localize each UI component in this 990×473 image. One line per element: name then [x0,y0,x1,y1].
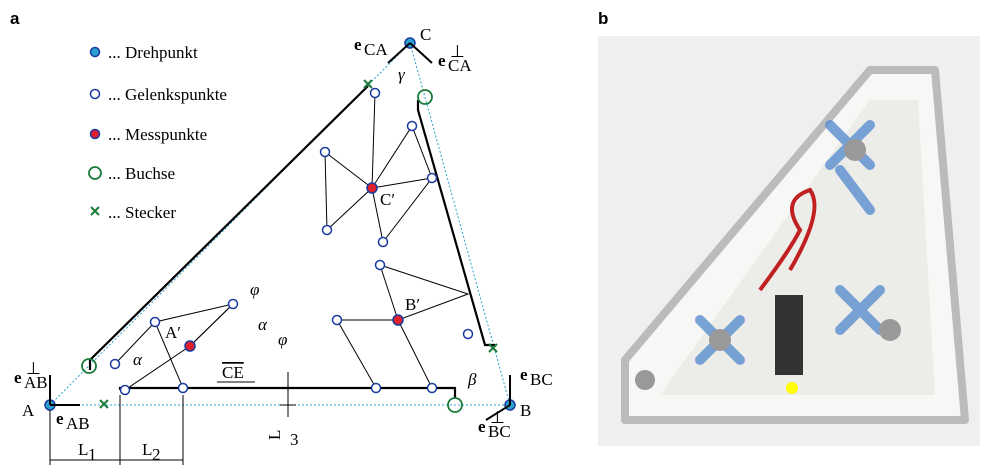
legend-label: ... Buchse [108,164,175,183]
angle-label: α [133,350,143,369]
point-label: B′ [405,295,420,314]
dimension-label-sub: 3 [290,430,299,449]
photo [598,36,980,446]
legend-label: ... Drehpunkt [108,43,198,62]
point-label: C [420,25,431,44]
legend-label: ... Stecker [108,203,176,222]
vector-label-sub: BC [530,370,553,389]
point-label: A [22,401,35,420]
dimension-label: L [78,440,88,459]
legend-marker [91,48,100,57]
legend-marker [89,167,101,179]
dimension-label-sub: 2 [152,445,161,464]
dimension-label: CE [222,363,244,382]
dimension-label-sub: 1 [88,445,97,464]
figure: a b (() => { const data = JSON.parse(doc… [0,0,990,468]
panel-label: a [10,9,20,28]
vector-label-sub: AB [66,414,90,433]
legend-label: ... Messpunkte [108,125,207,144]
point-label: C′ [380,190,395,209]
dimension-label: L [142,440,152,459]
angle-label: γ [398,65,406,84]
angle-label: φ [250,280,259,299]
point-label: B [520,401,531,420]
vector-label: e [56,409,64,428]
angle-label: α [258,315,268,334]
vector-label-sup: ⊥ [490,408,505,427]
angle-label: β [467,370,477,389]
vector-label: e [354,35,362,54]
vector-label-sup: ⊥ [450,42,465,61]
legend-marker [91,90,100,99]
legend-marker [91,130,100,139]
vector-label: e [478,417,486,436]
panel-label: b [598,9,608,28]
vector-label: e [14,368,22,387]
legend-label: ... Gelenkspunkte [108,85,227,104]
angle-label: φ [278,330,287,349]
legend-marker [91,207,99,215]
vector-label-sup: ⊥ [26,359,41,378]
vector-label-sub: CA [364,40,388,59]
point-label: A′ [165,323,181,342]
dimension-label: L [265,430,284,440]
vector-label: e [438,51,446,70]
vector-label: e [520,365,528,384]
measure-point [185,183,403,351]
